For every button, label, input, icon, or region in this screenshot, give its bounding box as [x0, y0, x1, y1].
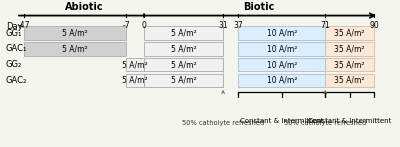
Bar — [238, 58, 325, 71]
Text: 50% catholyte refreshed: 50% catholyte refreshed — [182, 120, 264, 126]
Text: 71: 71 — [320, 21, 330, 30]
Bar — [325, 42, 374, 56]
Text: 90: 90 — [369, 21, 379, 30]
Text: 5 A/m²: 5 A/m² — [171, 60, 196, 69]
Text: -47: -47 — [18, 21, 30, 30]
Text: GAC₂: GAC₂ — [6, 76, 27, 85]
Bar — [238, 74, 325, 87]
Text: Abiotic: Abiotic — [64, 2, 103, 12]
Text: 5 A/m²: 5 A/m² — [62, 44, 88, 53]
Text: 10 A/m²: 10 A/m² — [267, 76, 297, 85]
Bar — [144, 58, 223, 71]
Bar — [325, 58, 374, 71]
Text: GAC₁: GAC₁ — [6, 44, 27, 53]
Text: 10 A/m²: 10 A/m² — [267, 60, 297, 69]
Text: 35 A/m²: 35 A/m² — [334, 76, 365, 85]
Text: -7: -7 — [122, 21, 130, 30]
Text: 5 A/m²: 5 A/m² — [62, 29, 88, 38]
Text: 10 A/m²: 10 A/m² — [267, 29, 297, 38]
Text: 35 A/m²: 35 A/m² — [334, 60, 365, 69]
Bar — [24, 26, 126, 40]
Text: GG₂: GG₂ — [6, 60, 22, 69]
Text: 10 A/m²: 10 A/m² — [267, 44, 297, 53]
Text: 35 A/m²: 35 A/m² — [334, 29, 365, 38]
Text: 5 A/m²: 5 A/m² — [122, 60, 148, 69]
Text: 37: 37 — [234, 21, 243, 30]
Text: 5 A/m²: 5 A/m² — [171, 76, 196, 85]
Bar — [238, 26, 325, 40]
Text: 5 A/m²: 5 A/m² — [171, 29, 196, 38]
Text: 31: 31 — [218, 21, 228, 30]
Bar — [144, 42, 223, 56]
Text: Day: Day — [6, 22, 22, 31]
Text: 5 A/m²: 5 A/m² — [171, 44, 196, 53]
Text: 0: 0 — [142, 21, 146, 30]
Text: GG₁: GG₁ — [6, 29, 22, 38]
Text: 5 A/m²: 5 A/m² — [122, 76, 148, 85]
Text: Constant & Intermittent: Constant & Intermittent — [240, 118, 324, 124]
Bar — [24, 42, 126, 56]
Bar — [325, 74, 374, 87]
Text: 35 A/m²: 35 A/m² — [334, 44, 365, 53]
Bar — [144, 26, 223, 40]
Text: Biotic: Biotic — [243, 2, 274, 12]
Bar — [325, 26, 374, 40]
Bar — [238, 42, 325, 56]
Bar — [126, 58, 144, 71]
Text: 50% catholyte refreshed: 50% catholyte refreshed — [284, 120, 366, 126]
Bar — [126, 74, 144, 87]
Bar — [144, 74, 223, 87]
Text: Constant & Intermittent: Constant & Intermittent — [308, 118, 391, 124]
